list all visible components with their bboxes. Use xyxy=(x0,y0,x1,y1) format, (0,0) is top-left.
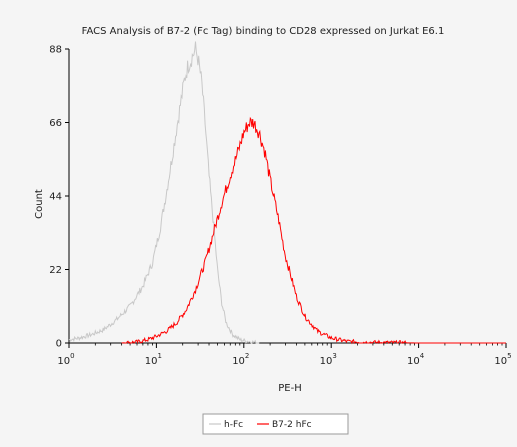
y-tick-label: 22 xyxy=(49,265,62,276)
x-tick-base: 10 xyxy=(407,356,420,367)
x-tick-exponent: 5 xyxy=(507,352,511,360)
y-tick-label: 88 xyxy=(49,45,62,56)
x-tick-base: 10 xyxy=(57,356,70,367)
legend: h-Fc B7-2 hFc xyxy=(202,413,349,435)
x-tick-label: 105 xyxy=(494,352,511,367)
series-line-b7-2-hfc xyxy=(121,116,506,345)
y-axis-title: Count xyxy=(34,189,45,219)
y-tick-label: 66 xyxy=(49,118,62,129)
x-tick-base: 10 xyxy=(145,356,158,367)
x-tick-exponent: 4 xyxy=(420,352,425,360)
x-axis-title: PE-H xyxy=(278,383,301,394)
legend-box xyxy=(202,413,349,435)
x-tick-exponent: 2 xyxy=(245,352,249,360)
y-tick-label: 0 xyxy=(56,339,62,350)
x-tick-base: 10 xyxy=(232,356,245,367)
x-tick-base: 10 xyxy=(494,356,507,367)
x-tick-exponent: 1 xyxy=(158,352,162,360)
legend-label-b7-2-hfc: B7-2 hFc xyxy=(272,420,312,430)
x-tick-exponent: 0 xyxy=(70,352,74,360)
x-tick-label: 102 xyxy=(232,352,249,367)
x-tick-base: 10 xyxy=(320,356,333,367)
x-tick-label: 101 xyxy=(145,352,162,367)
x-tick-label: 104 xyxy=(407,352,425,367)
x-tick-exponent: 3 xyxy=(332,352,336,360)
y-tick-label: 44 xyxy=(49,192,62,203)
x-tick-label: 103 xyxy=(320,352,337,367)
chart-title: FACS Analysis of B7-2 (Fc Tag) binding t… xyxy=(82,26,445,37)
legend-label-h-fc: h-Fc xyxy=(224,420,243,430)
series-line-h-fc xyxy=(68,41,260,344)
x-tick-label: 100 xyxy=(57,352,74,367)
